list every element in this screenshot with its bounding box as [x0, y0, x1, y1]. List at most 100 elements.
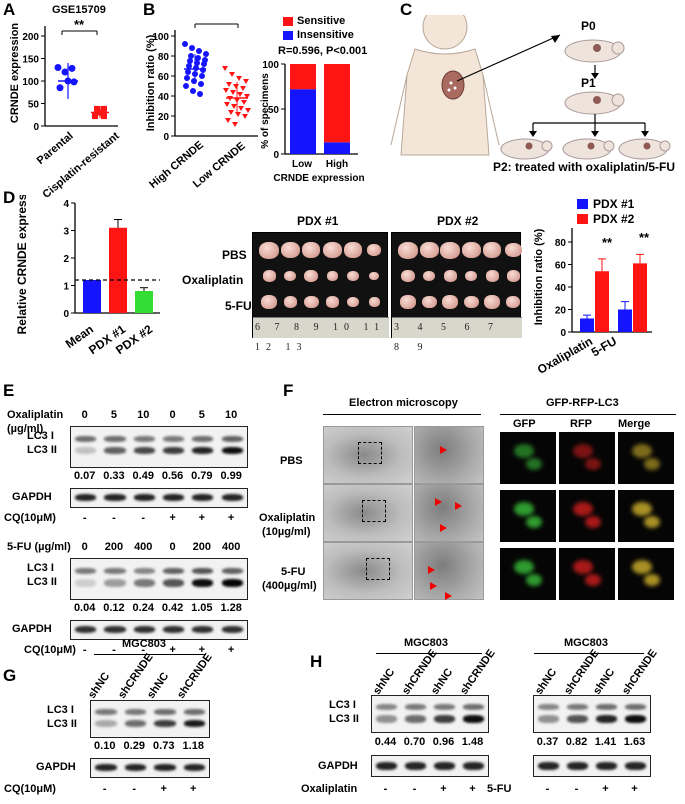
band [133, 494, 155, 501]
band [124, 709, 146, 715]
blot-lc3-g [90, 700, 210, 738]
h-fu-label: 5-FU [487, 783, 512, 795]
pdx2-tumor-photo: 3 4 5 6 7 8 9 [391, 232, 522, 353]
pdx1-tumor-photo: 6 7 8 9 10 11 12 13 [252, 232, 389, 353]
f-row-5fu: 5-FU [281, 566, 306, 578]
panel-b-point-low-1 [229, 72, 235, 77]
autophagosome-arrow [445, 592, 452, 600]
panel-b-point-high-1 [189, 45, 195, 51]
band [162, 626, 185, 633]
fluor-rfp-2 [559, 548, 615, 600]
scale-bar [655, 602, 671, 605]
g-lane-0: shNC [86, 670, 113, 701]
panel-a-chart: CRNDE expression 0 50 100 150 200 ** [9, 18, 118, 133]
panel-b2-y-ticklabel-0: 0 [273, 150, 279, 161]
panel-b-point-low-6 [240, 86, 246, 91]
band [434, 704, 455, 710]
g-cq-label: CQ(10μM) [4, 783, 56, 795]
h-ratio-0-2: 0.96 [432, 736, 455, 748]
panel-b-point-high-13 [185, 69, 191, 75]
band [192, 568, 214, 574]
blot-lc3-h-ox [371, 695, 489, 733]
panel-a-sig: ** [74, 18, 85, 32]
tumor [347, 270, 359, 282]
band [95, 720, 117, 727]
fluor-rfp-1 [559, 490, 615, 542]
cell [644, 574, 660, 586]
panel-d-sig-1: ** [602, 235, 613, 250]
h-ratio-0-1: 0.70 [403, 736, 426, 748]
panel-d-y-ticklabel-1: 1 [63, 282, 69, 293]
legend-sensitive-swatch [283, 17, 293, 26]
band [567, 715, 588, 723]
panel-b-y-ticklabel-3: 60 [158, 72, 170, 83]
panel-b-point-high-18 [198, 81, 204, 87]
panel-b-point-low-8 [230, 90, 236, 95]
band [596, 762, 617, 770]
h-gapdh-label: GAPDH [318, 760, 358, 772]
band [221, 447, 243, 454]
band [162, 436, 185, 442]
band [376, 704, 397, 710]
band [162, 579, 185, 587]
panel-b-point-high-20 [190, 88, 196, 94]
g-signs-2: + [160, 783, 167, 795]
band [538, 715, 559, 723]
pdx1-title: PDX #1 [297, 214, 339, 228]
panel-label-g: G [3, 666, 17, 685]
tumor [284, 270, 296, 282]
e-cq1-3: + [169, 512, 176, 524]
h-ratio-0-3: 1.48 [461, 736, 484, 748]
panel-b-point-low-19 [235, 112, 241, 117]
panel-d-y-ticklabel-3: 3 [63, 227, 69, 238]
g-gapdh-label: GAPDH [36, 761, 76, 773]
panel-b-point-low-5 [233, 84, 239, 89]
band [75, 579, 97, 587]
em-zoom-0 [414, 426, 484, 484]
tumor [421, 295, 437, 309]
fluor-merge-0 [618, 432, 674, 484]
tumor [440, 241, 460, 259]
blot-gapdh-h-ox [371, 755, 489, 777]
panel-b-point-low-2 [236, 76, 242, 81]
panel-b-point-high-21 [197, 91, 203, 97]
h-ratio-0-0: 0.44 [374, 736, 397, 748]
panel-e-ox-label1: Oxaliplatin [7, 409, 64, 421]
autophagosome-arrow [430, 582, 437, 590]
panel-d2-bar-0-0 [580, 318, 594, 332]
band [162, 568, 185, 574]
band [104, 494, 126, 501]
g-ratios-0: 0.10 [94, 740, 116, 752]
cell [585, 574, 601, 586]
panel-b-point-low-22 [232, 122, 238, 127]
panel-d-sig-2: ** [639, 230, 650, 245]
tumor [262, 270, 276, 282]
panel-b-y-ticklabel-1: 20 [158, 112, 170, 123]
e-fu-doses-0: 0 [81, 541, 88, 553]
h-lane-0-2: shNC [429, 666, 456, 697]
panel-d-y-ticklabel-2: 2 [63, 254, 69, 265]
panel-b-point-low-15 [231, 104, 237, 109]
tumor [506, 296, 520, 308]
panel-a-point-resistant-3 [92, 113, 98, 120]
panel-label-d: D [3, 188, 16, 207]
cell [514, 444, 534, 458]
g-ratios-1: 0.29 [123, 740, 145, 752]
g-ratios-2: 0.73 [153, 740, 175, 752]
legend-insensitive-swatch [283, 31, 293, 40]
panel-d2-bar-1-0 [618, 309, 632, 332]
band [192, 579, 214, 587]
panel-b-point-high-17 [191, 78, 197, 84]
tumor [506, 270, 520, 282]
blot-gapdh-5fu [70, 620, 248, 640]
band [75, 626, 97, 633]
mouse-p1 [564, 91, 625, 115]
panel-d-bar-2 [135, 291, 153, 313]
e-ox-doses-1: 5 [110, 409, 117, 421]
panel-b-point-low-3 [243, 79, 249, 84]
panel-b-point-high-15 [199, 73, 205, 79]
panel-b-y-ticklabel-4: 80 [158, 52, 170, 63]
band [463, 704, 484, 710]
band [104, 447, 126, 454]
blot-gapdh-g [90, 758, 210, 778]
